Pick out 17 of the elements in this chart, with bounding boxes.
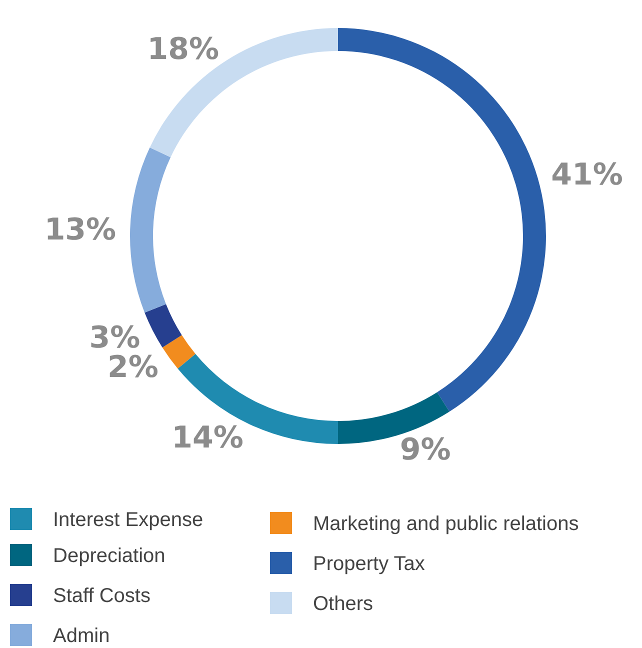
legend-label: Admin (53, 625, 110, 647)
data-label: 9% (400, 432, 451, 468)
donut-slice (130, 147, 171, 313)
legend-label: Depreciation (53, 545, 166, 567)
donut-slice (162, 335, 196, 369)
legend-label: Interest Expense (53, 509, 204, 531)
data-label: 13% (44, 212, 116, 248)
legend-label: Others (313, 593, 374, 615)
donut-slice (150, 28, 338, 158)
donut-slice (338, 28, 546, 412)
legend-label: Staff Costs (53, 585, 150, 607)
data-label: 14% (172, 420, 244, 456)
donut-slice (144, 304, 182, 348)
legend-label: Property Tax (313, 553, 425, 575)
data-label: 18% (147, 32, 220, 68)
legend-label: Marketing and public relations (313, 513, 579, 535)
data-label: 41% (551, 158, 623, 193)
